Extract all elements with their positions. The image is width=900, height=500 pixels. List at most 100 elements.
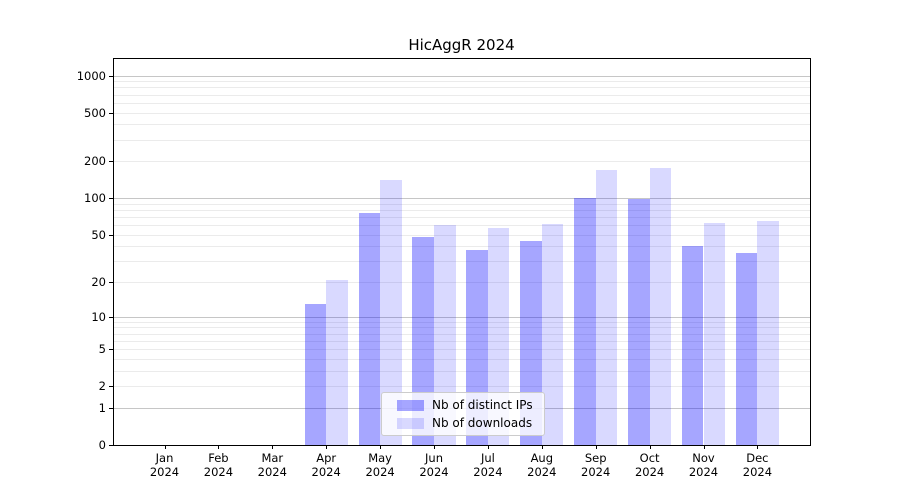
x-tick-label: Oct 2024 xyxy=(622,451,678,479)
bar-downloads xyxy=(595,170,618,445)
x-tick-label: Jun 2024 xyxy=(406,451,462,479)
bar-distinct-ips xyxy=(358,213,381,445)
x-tick-label: Nov 2024 xyxy=(676,451,732,479)
x-tick-mark xyxy=(434,445,435,449)
x-tick-month: Dec xyxy=(746,451,769,465)
x-tick-mark xyxy=(649,445,651,449)
minor-gridline xyxy=(114,161,810,163)
minor-gridline xyxy=(114,203,810,205)
x-tick-label: Jan 2024 xyxy=(137,451,193,479)
minor-gridline xyxy=(114,209,810,211)
x-tick-mark xyxy=(218,445,220,449)
y-tick-mark xyxy=(109,282,113,284)
x-tick-mark xyxy=(326,445,328,449)
x-tick-month: Jul xyxy=(480,451,495,465)
x-tick-label: May 2024 xyxy=(352,451,408,479)
minor-gridline xyxy=(114,94,810,96)
x-tick-month: Aug xyxy=(530,451,554,465)
x-tick-year: 2024 xyxy=(149,465,180,479)
y-tick-label: 100 xyxy=(84,191,106,206)
x-tick-year: 2024 xyxy=(742,465,773,479)
x-tick-month: Sep xyxy=(584,451,607,465)
bar-downloads xyxy=(380,179,402,445)
y-tick-mark xyxy=(109,445,113,446)
bar-distinct-ips xyxy=(574,198,596,445)
minor-gridline xyxy=(114,139,810,141)
x-tick-mark xyxy=(272,445,274,449)
y-tick-mark xyxy=(109,349,113,351)
major-gridline xyxy=(114,316,810,318)
y-tick-mark xyxy=(109,198,113,200)
x-tick-month: Oct xyxy=(639,451,660,465)
y-tick-label: 2 xyxy=(98,379,106,394)
bar-distinct-ips xyxy=(681,246,704,445)
minor-gridline xyxy=(114,87,810,89)
minor-gridline xyxy=(114,349,810,351)
x-tick-label: Mar 2024 xyxy=(244,451,300,479)
y-tick-label: 5 xyxy=(98,342,106,357)
y-tick-label: 50 xyxy=(91,227,106,242)
y-tick-mark xyxy=(109,234,113,236)
minor-gridline xyxy=(114,340,810,342)
y-tick-label: 0 xyxy=(98,438,106,452)
x-tick-month: May xyxy=(368,451,392,465)
minor-gridline xyxy=(114,246,810,248)
minor-gridline xyxy=(114,358,810,360)
x-tick-year: 2024 xyxy=(527,465,557,479)
y-tick-mark xyxy=(109,161,113,163)
minor-gridline xyxy=(114,333,810,335)
minor-gridline xyxy=(114,234,810,236)
bar-distinct-ips xyxy=(628,199,650,445)
legend-swatch-downloads xyxy=(397,417,424,429)
bar-downloads xyxy=(487,227,510,445)
x-tick-month: Mar xyxy=(261,451,284,465)
x-tick-label: Feb 2024 xyxy=(190,451,246,479)
x-tick-year: 2024 xyxy=(419,465,449,479)
x-tick-year: 2024 xyxy=(365,465,395,479)
legend-item-distinct-ips: Nb of distinct IPs xyxy=(382,398,544,412)
y-tick-label: 20 xyxy=(91,275,106,290)
y-tick-mark xyxy=(109,112,113,114)
x-tick-label: Sep 2024 xyxy=(568,451,624,479)
bar-downloads xyxy=(541,224,564,445)
x-tick-month: Jan xyxy=(155,451,174,465)
y-tick-mark xyxy=(109,75,113,77)
minor-gridline xyxy=(114,370,810,372)
legend-label-distinct-ips: Nb of distinct IPs xyxy=(432,398,533,412)
x-tick-month: Nov xyxy=(692,451,715,465)
y-tick-label: 200 xyxy=(84,154,106,169)
legend-swatch-distinct-ips xyxy=(397,399,424,411)
y-tick-mark xyxy=(109,386,113,388)
chart-title: HicAggR 2024 xyxy=(408,36,515,54)
legend: Nb of distinct IPs Nb of downloads xyxy=(381,392,545,436)
minor-gridline xyxy=(114,386,810,388)
x-tick-mark xyxy=(164,445,166,449)
x-tick-mark xyxy=(380,445,382,449)
minor-gridline xyxy=(114,124,810,126)
bar-downloads xyxy=(649,168,672,445)
y-tick-label: 1 xyxy=(98,400,106,415)
x-tick-label: Aug 2024 xyxy=(514,451,570,479)
bar-downloads xyxy=(757,220,779,445)
x-tick-month: Feb xyxy=(208,451,229,465)
minor-gridline xyxy=(114,225,810,227)
x-tick-mark xyxy=(703,445,705,449)
plot-area: Nb of distinct IPs Nb of downloads 0 1 2 5 1… xyxy=(77,58,811,479)
bar-distinct-ips xyxy=(735,253,758,445)
x-tick-year: 2024 xyxy=(257,465,287,479)
y-tick-label: 10 xyxy=(91,309,106,324)
legend-item-downloads: Nb of downloads xyxy=(382,416,544,430)
y-tick-mark xyxy=(109,316,113,318)
legend-label-downloads: Nb of downloads xyxy=(432,416,533,430)
minor-gridline xyxy=(114,217,810,219)
x-tick-year: 2024 xyxy=(688,465,719,479)
x-tick-year: 2024 xyxy=(311,465,341,479)
minor-gridline xyxy=(114,327,810,329)
y-tick-mark xyxy=(109,407,113,409)
x-tick-year: 2024 xyxy=(473,465,503,479)
minor-gridline xyxy=(114,282,810,284)
y-tick-label: 1000 xyxy=(76,68,106,83)
x-tick-label: Apr 2024 xyxy=(298,451,354,479)
minor-gridline xyxy=(114,321,810,323)
